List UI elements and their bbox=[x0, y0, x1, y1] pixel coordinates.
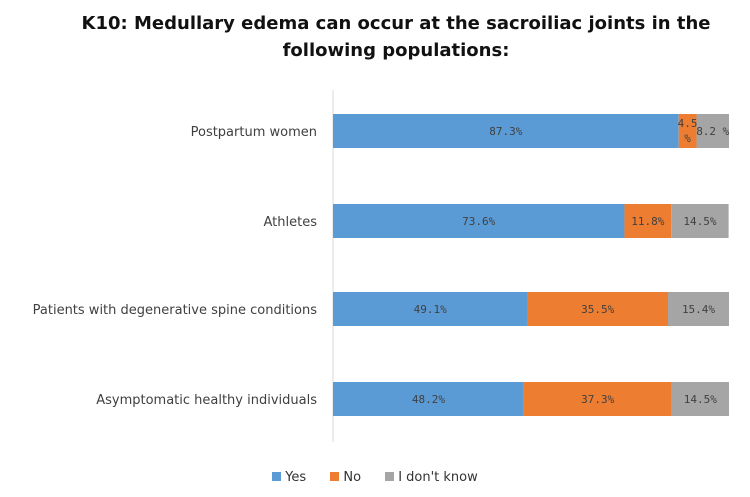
bar-no-patients-with-degenerative-spine-conditions bbox=[527, 292, 669, 326]
legend-label-dont-know: I don't know bbox=[398, 470, 478, 485]
data-label-no-postpartum-women: 4.5% bbox=[678, 117, 698, 145]
category-label-athletes: Athletes bbox=[264, 215, 318, 230]
data-label-no-patients-with-degenerative-spine-conditions: 35.5% bbox=[581, 303, 614, 316]
legend-item-no: No bbox=[330, 470, 361, 485]
bar-i-don-t-know-athletes bbox=[671, 204, 729, 238]
bar-no-postpartum-women bbox=[678, 114, 697, 148]
data-label-no-athletes: 11.8% bbox=[631, 215, 664, 228]
chart-title: K10: Medullary edema can occur at the sa… bbox=[81, 13, 711, 61]
data-label-i-don-t-know-athletes: 14.5% bbox=[683, 215, 716, 228]
legend-label-yes: Yes bbox=[285, 470, 307, 485]
bar-yes-asymptomatic-healthy-individuals bbox=[333, 382, 524, 416]
legend-item-yes: Yes bbox=[272, 470, 306, 485]
legend-label-no: No bbox=[343, 470, 362, 485]
data-label-yes-athletes: 73.6% bbox=[462, 215, 495, 228]
bar-yes-postpartum-women bbox=[333, 114, 679, 148]
bar-yes-patients-with-degenerative-spine-conditions bbox=[333, 292, 528, 326]
bar-i-don-t-know-patients-with-degenerative-spine-conditions bbox=[668, 292, 729, 326]
data-label-yes-postpartum-women: 87.3% bbox=[489, 125, 522, 138]
legend-swatch-no bbox=[330, 472, 340, 481]
data-label-no-asymptomatic-healthy-individuals: 37.3% bbox=[581, 393, 614, 406]
data-label-i-don-t-know-asymptomatic-healthy-individuals: 14.5% bbox=[684, 393, 717, 406]
category-label-postpartum-women: Postpartum women bbox=[191, 125, 317, 140]
data-label-i-don-t-know-patients-with-degenerative-spine-conditions: 15.4% bbox=[682, 303, 715, 316]
bar-i-don-t-know-asymptomatic-healthy-individuals bbox=[671, 382, 729, 416]
category-label-asymptomatic-healthy-individuals: Asymptomatic healthy individuals bbox=[96, 393, 317, 408]
legend: Yes No I don't know bbox=[0, 470, 750, 485]
bar-no-athletes bbox=[624, 204, 672, 238]
bar-yes-athletes bbox=[333, 204, 625, 238]
category-label-patients-with-degenerative-spine-conditions: Patients with degenerative spine conditi… bbox=[33, 303, 318, 318]
bar-i-don-t-know-postpartum-women bbox=[696, 114, 729, 148]
legend-swatch-yes bbox=[272, 472, 282, 481]
bar-no-asymptomatic-healthy-individuals bbox=[523, 382, 672, 416]
legend-swatch-dont-know bbox=[385, 472, 395, 481]
data-label-yes-patients-with-degenerative-spine-conditions: 49.1% bbox=[414, 303, 447, 316]
legend-item-dont-know: I don't know bbox=[385, 470, 478, 485]
data-label-yes-asymptomatic-healthy-individuals: 48.2% bbox=[412, 393, 445, 406]
data-label-i-don-t-know-postpartum-women: 8.2 % bbox=[696, 125, 729, 138]
